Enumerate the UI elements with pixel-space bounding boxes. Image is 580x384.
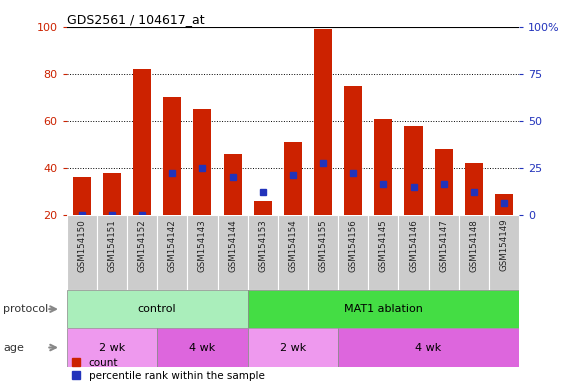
Bar: [163, 98, 182, 215]
FancyBboxPatch shape: [67, 215, 97, 290]
FancyBboxPatch shape: [308, 215, 338, 290]
Text: control: control: [138, 304, 176, 314]
Text: GSM154154: GSM154154: [288, 219, 298, 271]
Text: age: age: [3, 343, 24, 353]
FancyBboxPatch shape: [429, 215, 459, 290]
Text: GSM154151: GSM154151: [107, 219, 117, 271]
FancyBboxPatch shape: [248, 328, 338, 367]
Bar: [344, 86, 362, 215]
Text: GSM154144: GSM154144: [228, 219, 237, 271]
Text: 2 wk: 2 wk: [280, 343, 306, 353]
Text: 4 wk: 4 wk: [415, 343, 442, 353]
FancyBboxPatch shape: [338, 215, 368, 290]
Bar: [314, 29, 332, 215]
FancyBboxPatch shape: [368, 215, 398, 290]
Bar: [193, 109, 212, 215]
Text: GSM154153: GSM154153: [258, 219, 267, 271]
Bar: [434, 149, 453, 215]
Bar: [133, 69, 151, 215]
Bar: [253, 201, 272, 215]
FancyBboxPatch shape: [67, 328, 157, 367]
Text: GSM154152: GSM154152: [137, 219, 147, 271]
FancyBboxPatch shape: [338, 328, 519, 367]
FancyBboxPatch shape: [218, 215, 248, 290]
Bar: [465, 163, 483, 215]
Text: protocol: protocol: [3, 304, 48, 314]
Text: 2 wk: 2 wk: [99, 343, 125, 353]
Text: GSM154147: GSM154147: [439, 219, 448, 271]
Text: 4 wk: 4 wk: [189, 343, 216, 353]
Text: GSM154145: GSM154145: [379, 219, 388, 271]
Text: GSM154148: GSM154148: [469, 219, 478, 271]
FancyBboxPatch shape: [127, 215, 157, 290]
Text: GSM154156: GSM154156: [349, 219, 358, 271]
FancyBboxPatch shape: [459, 215, 489, 290]
Text: GSM154150: GSM154150: [77, 219, 86, 271]
Bar: [72, 177, 91, 215]
Bar: [374, 119, 393, 215]
FancyBboxPatch shape: [187, 215, 218, 290]
Bar: [495, 194, 513, 215]
Text: GSM154149: GSM154149: [499, 219, 509, 271]
Bar: [284, 142, 302, 215]
FancyBboxPatch shape: [398, 215, 429, 290]
Text: MAT1 ablation: MAT1 ablation: [344, 304, 423, 314]
Bar: [103, 173, 121, 215]
Text: GSM154142: GSM154142: [168, 219, 177, 271]
Legend: count, percentile rank within the sample: count, percentile rank within the sample: [72, 358, 264, 381]
FancyBboxPatch shape: [248, 215, 278, 290]
FancyBboxPatch shape: [97, 215, 127, 290]
FancyBboxPatch shape: [67, 290, 248, 328]
Text: GDS2561 / 104617_at: GDS2561 / 104617_at: [67, 13, 204, 26]
FancyBboxPatch shape: [248, 290, 519, 328]
FancyBboxPatch shape: [489, 215, 519, 290]
FancyBboxPatch shape: [157, 328, 248, 367]
Text: GSM154146: GSM154146: [409, 219, 418, 271]
Text: GSM154155: GSM154155: [318, 219, 328, 271]
Bar: [223, 154, 242, 215]
FancyBboxPatch shape: [157, 215, 187, 290]
Bar: [404, 126, 423, 215]
FancyBboxPatch shape: [278, 215, 308, 290]
Text: GSM154143: GSM154143: [198, 219, 207, 271]
